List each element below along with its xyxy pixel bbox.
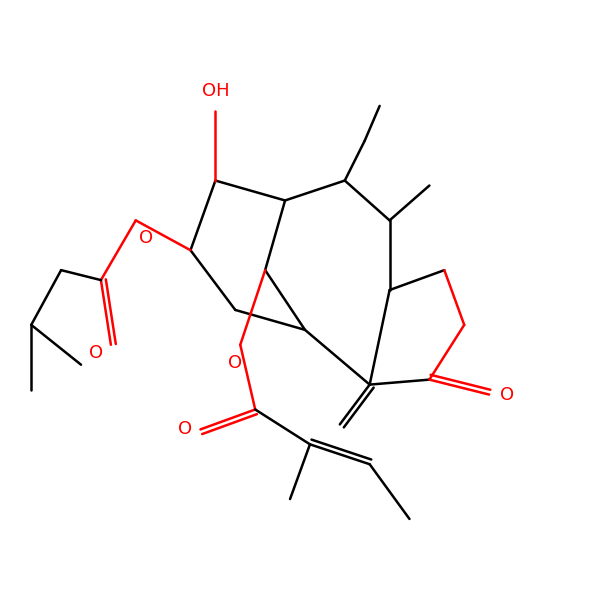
Text: O: O	[500, 386, 514, 404]
Text: O: O	[89, 344, 103, 362]
Text: O: O	[139, 229, 153, 247]
Text: O: O	[178, 421, 193, 439]
Text: OH: OH	[202, 82, 229, 100]
Text: O: O	[228, 354, 242, 372]
